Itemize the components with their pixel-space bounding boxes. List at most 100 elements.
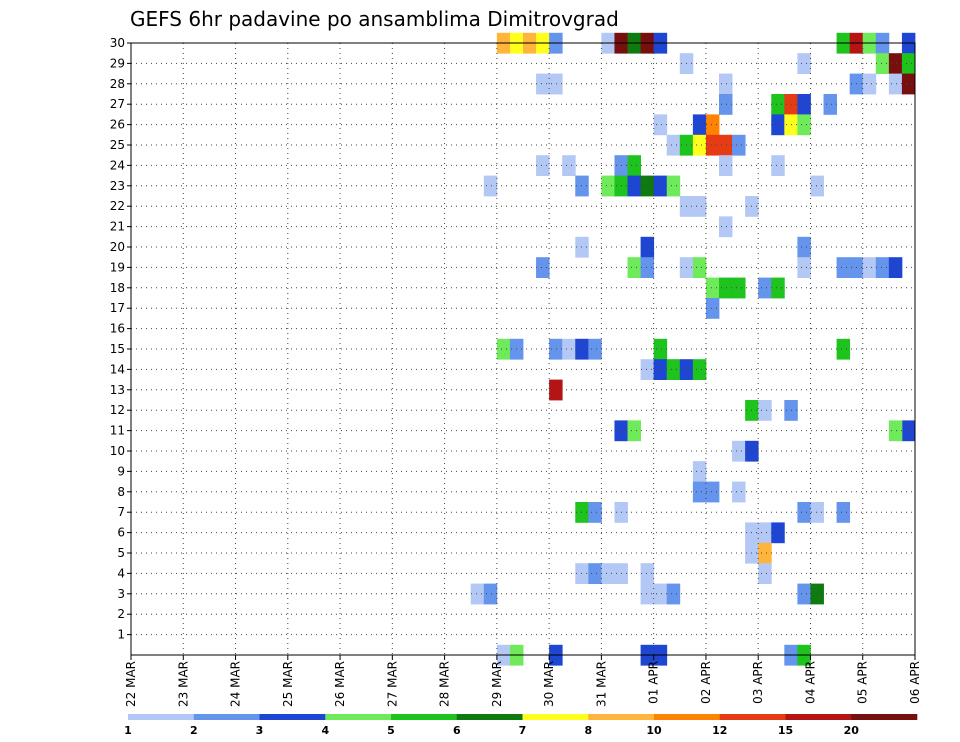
- heatmap-cell-109: [732, 481, 746, 503]
- heatmap-cell-98: [758, 400, 772, 421]
- heatmap-cell-106: [692, 461, 707, 482]
- grid-lines: [131, 43, 915, 655]
- legend-swatch-10: [719, 714, 786, 720]
- heatmap-cell-123: [601, 563, 615, 584]
- legend-swatch-3: [259, 714, 326, 720]
- heatmap-cell-80: [758, 277, 772, 299]
- heatmap-cell-30: [797, 94, 811, 115]
- heatmap-cell-117: [758, 522, 772, 544]
- heatmap-cell-71: [797, 257, 811, 278]
- heatmap-cell-50: [483, 175, 498, 197]
- heatmap-cell-82: [705, 298, 720, 319]
- heatmap-cell-58: [810, 175, 824, 197]
- heatmap-cell-77: [705, 277, 720, 299]
- heatmap-cell-131: [666, 583, 681, 605]
- heatmap-cell-34: [705, 114, 720, 136]
- heatmap-cells: [470, 32, 916, 666]
- legend-label-4: 4: [321, 724, 329, 737]
- heatmap-cell-62: [719, 216, 733, 238]
- heatmap-cell-51: [575, 175, 589, 197]
- y-tick-label-9: 9: [117, 464, 125, 478]
- heatmap-cell-121: [575, 563, 589, 584]
- heatmap-cell-38: [666, 134, 681, 156]
- heatmap-cell-108: [705, 481, 720, 503]
- y-tick-label-19: 19: [110, 260, 125, 274]
- heatmap-cell-72: [836, 257, 851, 278]
- heatmap-cell-41: [705, 134, 720, 156]
- y-tick-label-28: 28: [110, 77, 125, 91]
- x-tick-label-6: 28 MAR: [438, 661, 452, 707]
- heatmap-cell-21: [549, 73, 563, 95]
- heatmap-cell-89: [653, 338, 668, 360]
- heatmap-cell-132: [797, 583, 811, 605]
- legend-label-10: 10: [646, 724, 662, 737]
- y-tick-label-17: 17: [110, 301, 125, 315]
- heatmap-cell-88: [588, 338, 602, 360]
- heatmap-cell-45: [562, 155, 576, 176]
- heatmap-cell-120: [758, 542, 772, 564]
- heatmap-cell-96: [549, 379, 563, 401]
- x-tick-label-10: 01 APR: [647, 661, 661, 704]
- heatmap-cell-37: [797, 114, 811, 136]
- y-tick-label-8: 8: [117, 485, 125, 499]
- heatmap-cell-85: [549, 338, 563, 360]
- y-tick-label-1: 1: [117, 628, 125, 642]
- legend-label-12: 12: [712, 724, 727, 737]
- heatmap-cell-133: [810, 583, 824, 605]
- x-tick-label-1: 23 MAR: [176, 661, 190, 707]
- y-tick-label-7: 7: [117, 505, 125, 519]
- x-tick-label-7: 29 MAR: [490, 661, 504, 707]
- y-tick-label-14: 14: [110, 362, 125, 376]
- x-tick-label-0: 22 MAR: [124, 661, 138, 707]
- heatmap-cell-16: [797, 53, 811, 74]
- heatmap-cell-126: [758, 563, 772, 584]
- heatmap-cell-35: [771, 114, 785, 136]
- heatmap-cell-42: [719, 134, 733, 156]
- y-tick-label-26: 26: [110, 118, 125, 132]
- heatmap-cell-95: [692, 359, 707, 380]
- heatmap-cell-27: [719, 94, 733, 115]
- legend-label-20: 20: [844, 724, 860, 737]
- heatmap-cell-113: [797, 502, 811, 523]
- heatmap-cell-57: [666, 175, 681, 197]
- heatmap-cell-19: [901, 53, 916, 74]
- heatmap-cell-111: [588, 502, 602, 523]
- y-tick-label-23: 23: [110, 179, 125, 193]
- legend-swatch-12: [851, 714, 918, 720]
- legend-swatch-1: [128, 714, 195, 720]
- heatmap-cell-86: [562, 338, 576, 360]
- heatmap-cell-64: [640, 236, 655, 258]
- heatmap-cell-103: [888, 420, 903, 442]
- y-tick-label-22: 22: [110, 199, 125, 213]
- heatmap-cell-28: [771, 94, 785, 115]
- heatmap-cell-56: [653, 175, 668, 197]
- y-tick-label-4: 4: [117, 566, 125, 580]
- y-tick-label-13: 13: [110, 383, 125, 397]
- legend-swatch-11: [785, 714, 852, 720]
- heatmap-cell-17: [875, 53, 890, 74]
- legend-swatch-2: [193, 714, 260, 720]
- heatmap-cell-40: [692, 134, 707, 156]
- heatmap-cell-102: [901, 420, 916, 442]
- heatmap-cell-81: [771, 277, 785, 299]
- x-tick-label-12: 03 APR: [751, 661, 765, 704]
- color-legend: 1 2 3 4 5 6 7 8 10 12 15 20: [124, 714, 918, 737]
- legend-label-7: 7: [519, 724, 527, 737]
- y-tick-label-29: 29: [110, 56, 125, 70]
- x-tick-label-5: 27 MAR: [385, 661, 399, 707]
- heatmap-cell-78: [719, 277, 733, 299]
- y-tick-label-21: 21: [110, 220, 125, 234]
- legend-label-15: 15: [778, 724, 793, 737]
- y-axis-ticks: 1234567891011121314151617181920212223242…: [110, 36, 131, 642]
- y-tick-label-10: 10: [110, 444, 125, 458]
- heatmap-cell-25: [888, 73, 903, 95]
- heatmap-cell-67: [627, 257, 641, 278]
- heatmap-cell-55: [640, 175, 655, 197]
- legend-label-6: 6: [453, 724, 461, 737]
- legend-swatch-5: [391, 714, 458, 720]
- heatmap-cell-107: [692, 481, 707, 503]
- heatmap-cell-33: [692, 114, 707, 136]
- heatmap-cell-49: [771, 155, 785, 176]
- heatmap-cell-66: [536, 257, 550, 278]
- heatmap-cell-18: [888, 53, 903, 74]
